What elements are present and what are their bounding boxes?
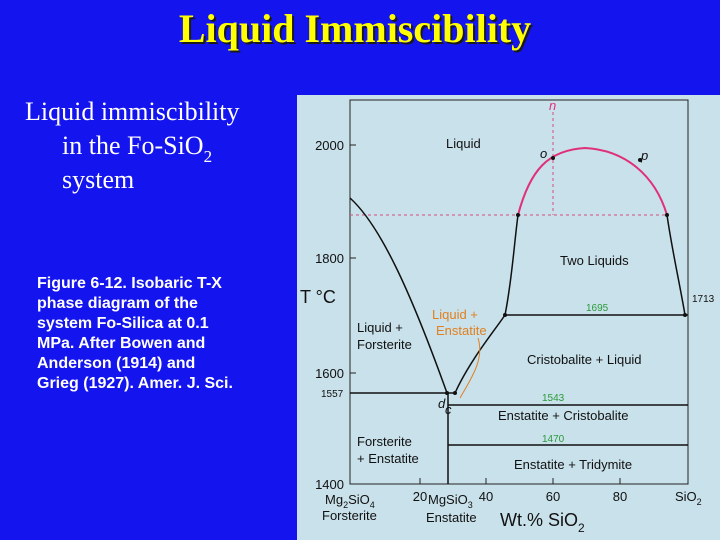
y-tick-label: 1400 (315, 477, 344, 492)
field-label: Liquid (446, 136, 481, 151)
temperature-label: 1470 (542, 434, 565, 445)
heading-text: in the Fo-SiO (62, 131, 204, 160)
label-part: Wt.% SiO (500, 510, 578, 530)
point-label: c (445, 402, 452, 417)
dot (683, 313, 687, 317)
title-shadow: Liquid Immiscibility (181, 8, 533, 53)
liquidus-forsterite (349, 197, 448, 394)
dots (445, 156, 687, 395)
subscript: 2 (204, 147, 213, 166)
caption-line: Figure 6-12. Isobaric T-X (37, 275, 222, 292)
x-end-formula: SiO2 (675, 489, 702, 507)
formula-part: Mg (325, 492, 343, 507)
x-mid-name: Enstatite (426, 510, 477, 525)
temperature-label: 1543 (542, 393, 565, 404)
dot (453, 391, 457, 395)
x-axis-label: Wt.% SiO2 (500, 510, 585, 535)
x-tick-label: 60 (546, 489, 560, 504)
caption-line: Grieg (1927). Amer. J. Sci. (37, 375, 233, 392)
field-label: Forsterite (357, 337, 412, 352)
caption-line: MPa. After Bowen and (37, 335, 205, 352)
subscript: 2 (578, 521, 585, 535)
field-label: Enstatite + Cristobalite (498, 408, 628, 423)
caption-line: system Fo-Silica at 0.1 (37, 315, 209, 332)
temperature-label: 1695 (586, 303, 609, 314)
y-axis-label: T °C (300, 287, 336, 307)
subscript: 2 (697, 497, 702, 507)
subscript: 3 (468, 500, 473, 510)
heading-line: in the Fo-SiO2 (62, 131, 212, 166)
point-label: n (549, 98, 556, 113)
dot (445, 391, 449, 395)
x-end-name: Forsterite (322, 508, 377, 523)
title: Liquid Immiscibility (179, 6, 531, 51)
dot (516, 213, 520, 217)
y-tick-label: 1800 (315, 251, 344, 266)
caption-line: phase diagram of the (37, 295, 198, 312)
point-label: p (640, 148, 648, 163)
field-label: + Enstatite (357, 451, 419, 466)
guides (350, 112, 668, 216)
x-tick-label: 20 (413, 489, 427, 504)
heading-line: system (62, 165, 134, 194)
solvus (517, 146, 668, 216)
dot (551, 156, 555, 160)
frame (349, 99, 689, 485)
leader (459, 337, 481, 399)
dot (638, 158, 642, 162)
phase-diagram: T °C 2000 1800 1600 1400 20 40 60 80 Mg2… (297, 95, 720, 540)
ticks (350, 144, 621, 484)
field-label: Forsterite (357, 434, 412, 449)
formula-part: SiO (348, 492, 370, 507)
heading-line: Liquid immiscibility (25, 97, 240, 126)
dot (665, 213, 669, 217)
field-label: Liquid + (432, 307, 478, 322)
y-tick-label: 1600 (315, 366, 344, 381)
caption: Figure 6-12. Isobaric T-X phase diagram … (37, 275, 233, 392)
point-label: d (438, 396, 446, 411)
x-end-formula: Mg2SiO4 (325, 492, 375, 510)
field-label: Liquid + (357, 320, 403, 335)
field-label: Enstatite (436, 323, 487, 338)
field-label: Two Liquids (560, 253, 629, 268)
field-label: Enstatite + Tridymite (514, 457, 632, 472)
figure-background (297, 95, 720, 540)
formula-part: MgSiO (428, 492, 468, 507)
temperature-label: 1557 (321, 389, 344, 400)
caption-line: Anderson (1914) and (37, 355, 195, 372)
x-tick-label: 80 (613, 489, 627, 504)
x-mid-formula: MgSiO3 (428, 492, 473, 510)
subscript: 2 (343, 500, 348, 510)
field-label: Cristobalite + Liquid (527, 352, 642, 367)
temperature-label: 1713 (692, 294, 715, 305)
formula-part: SiO (675, 489, 697, 504)
subscript: 4 (370, 500, 375, 510)
point-label: o (540, 146, 547, 161)
x-tick-label: 40 (479, 489, 493, 504)
liquidus-silica (666, 214, 686, 316)
dot (503, 313, 507, 317)
y-tick-label: 2000 (315, 138, 344, 153)
